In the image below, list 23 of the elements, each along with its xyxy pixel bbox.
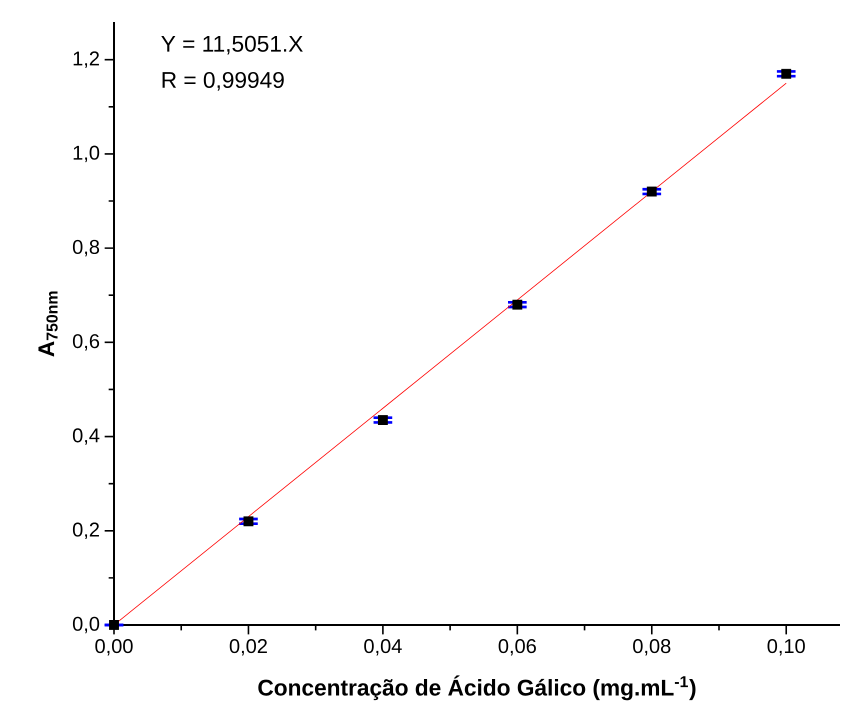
y-tick-label: 0,0 xyxy=(72,616,100,634)
y-tick-label: 0,4 xyxy=(72,428,100,445)
y-tick-label: 1,0 xyxy=(74,146,100,162)
annotation: R = 0,99949 xyxy=(162,72,284,91)
x-tick-label: 0,10 xyxy=(768,639,805,656)
annotation: Y = 11,5051.X xyxy=(161,36,303,54)
x-tick-label: 0,02 xyxy=(230,639,267,656)
y-tick-label: 0,8 xyxy=(72,240,100,256)
x-tick-label: 0,04 xyxy=(364,639,402,656)
x-tick-label: 0,08 xyxy=(633,639,670,656)
x-tick-label: 0,06 xyxy=(498,639,536,656)
point xyxy=(378,415,388,425)
point xyxy=(512,300,522,310)
point xyxy=(244,516,254,526)
point xyxy=(781,68,792,79)
x-tick-label: 0,00 xyxy=(95,639,133,656)
y-tick-label: 0,6 xyxy=(72,334,100,351)
y-axis-title: A$_{750nm}$ xyxy=(38,291,58,357)
y-tick-label: 1,2 xyxy=(74,51,99,68)
point xyxy=(646,186,657,197)
y-tick-label: 0,2 xyxy=(72,522,99,540)
point xyxy=(109,620,119,630)
x-axis-title: Concentração de Ácido Gálico (mg.mL$^{-1}$) xyxy=(258,675,696,700)
